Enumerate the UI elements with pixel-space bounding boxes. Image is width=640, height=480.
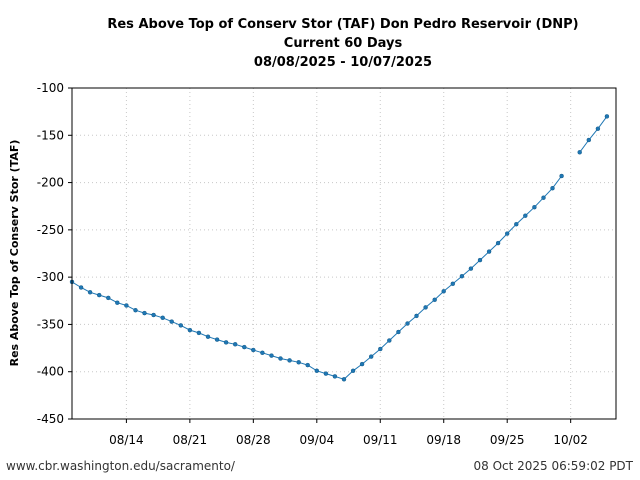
data-point xyxy=(296,360,301,365)
x-tick-label: 08/21 xyxy=(173,433,208,447)
data-point xyxy=(341,377,347,382)
data-point xyxy=(414,313,419,319)
data-point xyxy=(586,137,591,143)
data-point xyxy=(323,371,329,376)
series-lines xyxy=(71,116,608,380)
data-point xyxy=(133,308,138,313)
series-line xyxy=(579,116,608,153)
data-point xyxy=(232,342,238,347)
data-point xyxy=(423,305,428,310)
y-tick-label: -150 xyxy=(37,128,64,142)
data-point xyxy=(550,185,555,191)
data-point xyxy=(115,300,120,305)
x-tick-label: 08/28 xyxy=(236,433,271,447)
data-point xyxy=(405,321,410,326)
data-point xyxy=(523,213,528,218)
data-point xyxy=(541,195,546,200)
data-point xyxy=(459,274,465,279)
axes-frame xyxy=(71,87,617,420)
data-point xyxy=(169,319,174,324)
x-tick-label: 10/02 xyxy=(553,433,588,447)
source-url: www.cbr.washington.edu/sacramento/ xyxy=(6,459,236,473)
chart-title-line-1: Res Above Top of Conserv Stor (TAF) Don … xyxy=(107,17,578,32)
data-point xyxy=(495,240,501,246)
data-point xyxy=(559,173,564,179)
data-point xyxy=(378,346,383,352)
y-tick-label: -250 xyxy=(37,223,64,237)
data-point xyxy=(441,289,446,294)
data-point xyxy=(577,150,582,155)
x-tick-label: 09/04 xyxy=(300,433,335,447)
y-tick-label: -350 xyxy=(37,317,64,331)
data-point xyxy=(187,327,193,333)
data-point xyxy=(87,290,93,295)
chart-title-line-2: Current 60 Days xyxy=(284,36,403,51)
y-tick-label: -300 xyxy=(37,270,64,284)
data-point xyxy=(305,362,310,368)
data-point xyxy=(160,315,165,320)
data-point xyxy=(387,338,392,343)
data-point xyxy=(595,126,601,131)
chart-title-line-3: 08/08/2025 - 10/07/2025 xyxy=(254,55,432,70)
data-point xyxy=(287,358,292,363)
timestamp: 08 Oct 2025 06:59:02 PDT xyxy=(473,459,633,473)
x-axis-ticks: 08/14 08/21 08/28 09/04 09/11 09/18 09/25 10/02 xyxy=(109,419,588,447)
data-point xyxy=(178,323,184,328)
data-point xyxy=(278,356,283,361)
data-point xyxy=(214,337,220,342)
data-point xyxy=(124,303,129,308)
data-point xyxy=(468,266,474,271)
data-point xyxy=(369,354,374,359)
data-point xyxy=(477,257,483,263)
data-point xyxy=(78,285,84,290)
grid-lines xyxy=(72,87,616,420)
y-tick-label: -400 xyxy=(37,365,64,379)
x-tick-label: 09/18 xyxy=(426,433,461,447)
data-point xyxy=(505,231,510,236)
x-tick-label: 08/14 xyxy=(109,433,144,447)
data-point xyxy=(251,347,256,353)
data-point xyxy=(604,114,610,119)
y-tick-label: -100 xyxy=(37,81,64,95)
data-point xyxy=(260,350,265,355)
data-point xyxy=(396,329,401,335)
data-point xyxy=(196,330,202,336)
data-point xyxy=(151,312,156,318)
y-axis-label: Res Above Top of Conserv Stor (TAF) xyxy=(8,140,21,367)
data-point xyxy=(106,295,111,301)
data-point xyxy=(314,368,319,373)
series-points xyxy=(69,114,610,382)
data-point xyxy=(142,310,147,316)
data-point xyxy=(450,281,455,286)
data-point xyxy=(486,249,492,254)
data-point xyxy=(350,368,356,373)
data-point xyxy=(242,344,247,350)
data-point xyxy=(432,297,437,302)
data-point xyxy=(269,353,274,358)
data-point xyxy=(359,361,365,367)
data-point xyxy=(532,204,537,210)
data-point xyxy=(332,374,338,379)
data-point xyxy=(205,334,211,339)
x-tick-label: 09/25 xyxy=(490,433,525,447)
data-point xyxy=(223,340,229,345)
x-tick-label: 09/11 xyxy=(363,433,398,447)
y-tick-label: -200 xyxy=(37,176,64,190)
y-axis-ticks: -100 -150 -200 -250 -300 -350 -400 -450 xyxy=(37,81,72,426)
data-point xyxy=(96,292,102,298)
y-tick-label: -450 xyxy=(37,412,64,426)
data-point xyxy=(514,221,519,227)
